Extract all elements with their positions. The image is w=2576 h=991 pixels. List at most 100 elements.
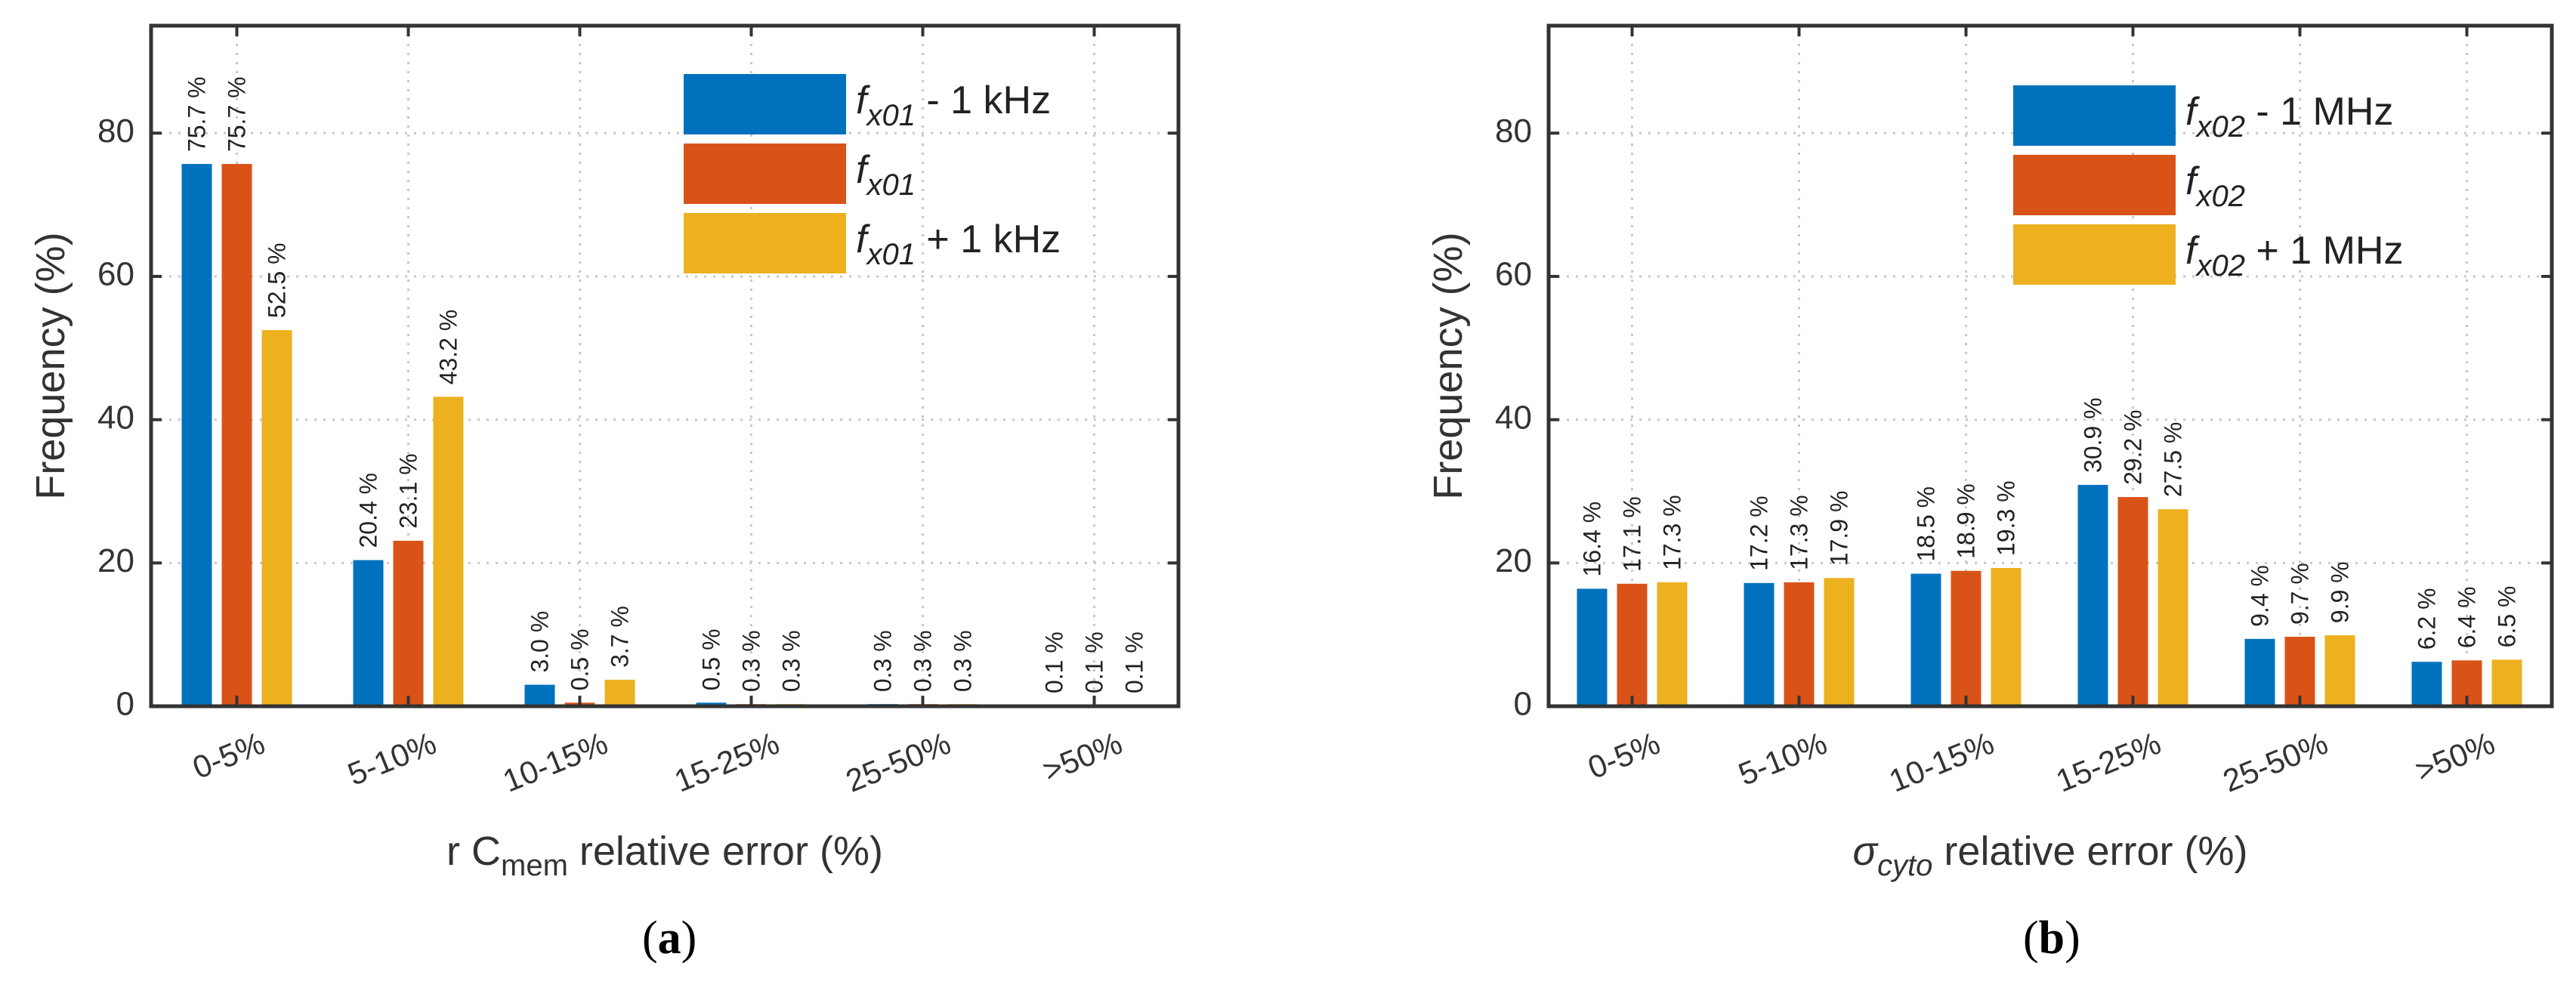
x-tick-label: >50% [2411, 725, 2500, 789]
bar-yellow-3 [2157, 509, 2188, 706]
x-tick-label: 10-15% [1884, 725, 1999, 799]
bar-yellow-0 [1657, 582, 1688, 706]
bar-yellow-0 [261, 330, 292, 706]
legend-swatch-orange [684, 144, 846, 204]
chart-panel-b: 16.4 % 17.2 % 18.5 % 30.9 % 9.4 % 6.2 % 17.1 %… [1425, 23, 2554, 964]
data-label: 17.3 % [1659, 495, 1686, 570]
data-label: 27.5 % [2160, 422, 2187, 498]
legend-entry: fx02 [2185, 159, 2245, 213]
x-tick-label: 25-50% [841, 725, 956, 799]
data-label: 9.7 % [2287, 563, 2314, 625]
data-label: 75.7 % [184, 76, 211, 152]
legend-entry: fx02 - 1 MHz [2185, 90, 2393, 144]
x-axis-label: σcyto relative error (%) [1852, 829, 2247, 882]
data-label: 0.3 % [778, 630, 805, 692]
data-label: 43.2 % [435, 310, 462, 385]
y-tick-label: 60 [97, 256, 134, 293]
data-label: 29.2 % [2120, 409, 2147, 485]
bar-yellow-5 [2491, 659, 2522, 706]
legend-entry: fx02 + 1 MHz [2185, 229, 2403, 282]
data-label: 6.2 % [2414, 588, 2441, 650]
bar-blue-1 [1744, 582, 1774, 706]
bar-blue-0 [1577, 588, 1608, 706]
legend: fx02 - 1 MHz fx02 fx02 + 1 MHz [2013, 85, 2403, 285]
data-label: 6.5 % [2494, 586, 2521, 648]
data-label: 17.9 % [1826, 491, 1853, 567]
bar-yellow-1 [1824, 578, 1855, 706]
y-tick-label: 40 [97, 399, 134, 436]
y-tick-label: 80 [1495, 113, 1532, 150]
bar-orange-4 [2284, 637, 2315, 706]
panel-label: (a) [642, 912, 697, 964]
data-label: 16.4 % [1579, 502, 1606, 577]
x-tick-label: >50% [1038, 725, 1127, 789]
data-label: 9.9 % [2327, 561, 2354, 623]
data-label: 52.5 % [264, 242, 291, 318]
bar-blue-2 [524, 684, 555, 706]
bar-yellow-2 [1991, 567, 2022, 706]
y-tick-label: 80 [97, 113, 134, 150]
plot-frame [149, 23, 1181, 709]
bar-blue-2 [1910, 573, 1941, 706]
data-label: 75.7 % [224, 76, 251, 152]
data-label: 17.3 % [1786, 495, 1813, 570]
legend-swatch-yellow [684, 213, 846, 273]
legend-swatch-orange [2013, 155, 2176, 215]
bar-orange-1 [1784, 582, 1815, 706]
data-label: 20.4 % [355, 473, 382, 548]
bar-orange-0 [221, 164, 252, 706]
data-label: 17.1 % [1619, 496, 1646, 572]
data-label: 9.4 % [2247, 565, 2274, 627]
data-label: 0.1 % [1081, 631, 1108, 693]
legend-entry: fx01 - 1 kHz [856, 79, 1051, 132]
y-tick-label: 40 [1495, 399, 1532, 436]
data-label: 0.1 % [1121, 631, 1148, 693]
y-tick-label: 0 [1514, 686, 1532, 723]
data-label: 3.7 % [607, 606, 634, 668]
legend-swatch-yellow [2013, 224, 2176, 285]
x-tick-label: 0-5% [1583, 725, 1665, 786]
x-tick-label: 5-10% [343, 725, 441, 792]
panel-label: (b) [2023, 912, 2080, 964]
y-tick-label: 20 [97, 542, 134, 579]
bar-blue-1 [353, 560, 384, 706]
data-label: 18.5 % [1913, 486, 1940, 562]
bar-blue-3 [2077, 484, 2108, 706]
bar-yellow-4 [2324, 635, 2355, 706]
x-tick-label: 5-10% [1734, 725, 1832, 792]
data-label: 19.3 % [1993, 480, 2020, 556]
data-label: 0.3 % [869, 630, 897, 692]
data-label: 3.0 % [527, 611, 554, 673]
grid [151, 26, 1178, 706]
y-axis-label: Frequency (%) [1425, 232, 1471, 499]
bar-blue-0 [181, 164, 212, 706]
data-label: 18.9 % [1953, 483, 1980, 559]
bar-orange-3 [2117, 497, 2148, 706]
x-tick-label: 15-25% [2051, 725, 2166, 799]
x-tick-label: 10-15% [498, 725, 613, 799]
bar-orange-1 [393, 540, 424, 706]
legend-entry: fx01 [856, 148, 916, 202]
x-tick-label: 15-25% [669, 725, 784, 799]
y-tick-label: 60 [1495, 256, 1532, 293]
data-label: 17.2 % [1746, 496, 1773, 571]
grid [1549, 26, 2552, 706]
y-axis-label: Frequency (%) [28, 232, 73, 499]
legend-entry: fx01 + 1 kHz [856, 218, 1061, 271]
x-tick-label: 25-50% [2218, 725, 2333, 799]
data-label: 0.3 % [950, 630, 977, 692]
data-label: 0.1 % [1041, 631, 1068, 693]
bar-blue-5 [2411, 662, 2442, 706]
legend: fx01 - 1 kHz fx01 fx01 + 1 kHz [684, 74, 1061, 273]
data-label: 0.5 % [698, 628, 725, 690]
data-label: 0.5 % [567, 628, 594, 690]
data-label: 23.1 % [395, 453, 422, 529]
data-label: 30.9 % [2080, 397, 2107, 473]
bar-yellow-1 [433, 397, 464, 706]
legend-swatch-blue [684, 74, 846, 134]
plot-frame [1546, 23, 2554, 709]
data-label: 0.3 % [910, 630, 937, 692]
x-tick-label: 0-5% [187, 725, 270, 786]
data-label: 0.3 % [738, 630, 765, 692]
